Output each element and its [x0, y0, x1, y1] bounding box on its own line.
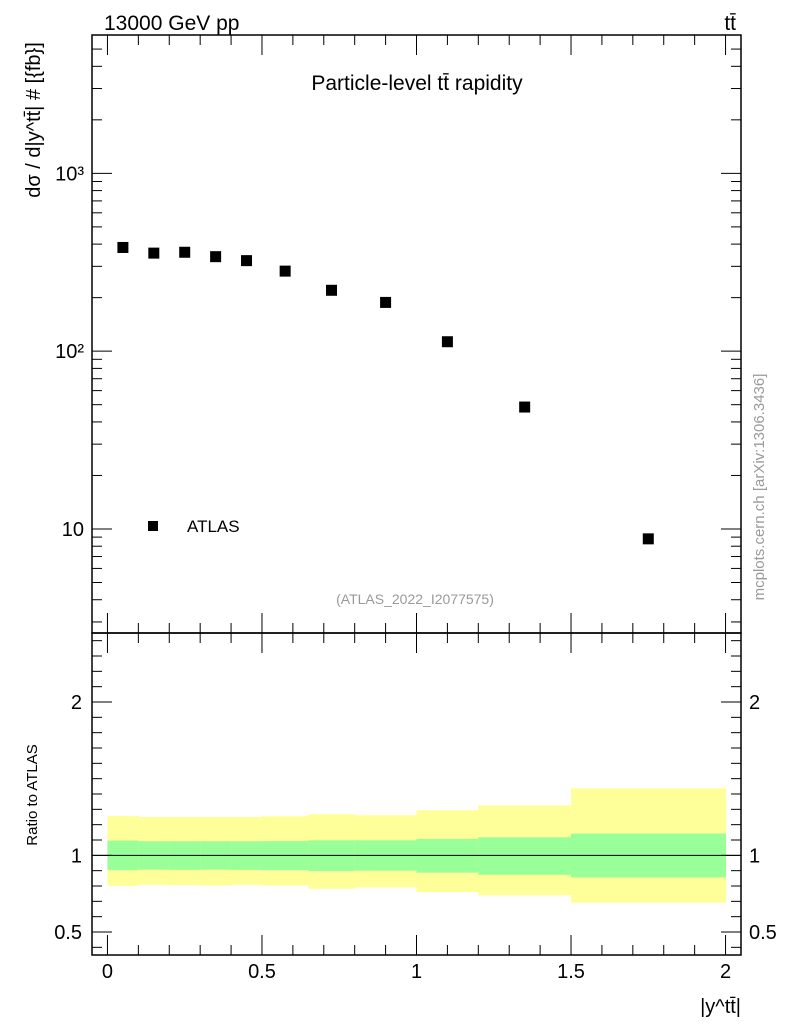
- data-point: [179, 246, 191, 258]
- energy-label: 13000 GeV pp: [104, 12, 239, 35]
- x-axis-label: |y^tt̄|: [700, 996, 741, 1018]
- uncertainty-bands: [107, 788, 727, 903]
- ratio-y-tick-label-right: 0.5: [749, 922, 777, 944]
- main-y-tick-label: 10²: [55, 341, 84, 363]
- data-point: [210, 251, 222, 263]
- ratio-y-tick-label-right: 2: [749, 692, 760, 714]
- analysis-id: (ATLAS_2022_I2077575): [336, 591, 494, 607]
- ratio-y-tick-label-left: 2: [71, 692, 82, 714]
- process-label: tt̄: [724, 12, 736, 35]
- mcplots-credit: mcplots.cern.ch [arXiv:1306.3436]: [751, 374, 768, 601]
- x-tick-label: 0.5: [248, 961, 276, 983]
- data-point: [642, 533, 654, 545]
- main-y-tick-label: 10: [62, 519, 84, 541]
- ratio-ticks: 0.5 0.5 1 1 2 2 0 0.5 1 1.5 2: [54, 633, 777, 983]
- ratio-y-tick-label-right: 1: [749, 845, 760, 867]
- main-y-ticks: 10 10² 10³: [55, 34, 741, 633]
- main-y-tick-label: 10³: [55, 163, 84, 185]
- inner-band-bin: [478, 837, 572, 875]
- ratio-y-axis-label: Ratio to ATLAS: [24, 744, 41, 845]
- ratio-y-tick-label-left: 0.5: [54, 922, 82, 944]
- main-plot-panel: 10 10² 10³ Particle-level tt̄ rapidity (AT…: [23, 34, 742, 634]
- data-point: [279, 265, 291, 277]
- x-tick-label: 0: [102, 961, 113, 983]
- data-point: [326, 284, 338, 296]
- ratio-y-tick-label-left: 1: [71, 845, 82, 867]
- data-point: [148, 247, 160, 259]
- data-point: [519, 401, 531, 413]
- ratio-plot-panel: 0.5 0.5 1 1 2 2 0 0.5 1 1.5 2 Ratio to ATLAS |y^tt…: [24, 632, 777, 1018]
- data-point: [241, 255, 253, 267]
- data-point: [441, 336, 453, 348]
- x-tick-label: 1.5: [557, 961, 585, 983]
- data-points: [117, 241, 654, 545]
- x-tick-label: 1: [411, 961, 422, 983]
- x-tick-label: 2: [720, 961, 731, 983]
- data-point: [380, 296, 392, 308]
- data-point: [117, 241, 129, 253]
- plot-title: Particle-level tt̄ rapidity: [311, 72, 523, 95]
- legend-marker: [148, 521, 158, 531]
- legend-entry: ATLAS: [187, 517, 240, 536]
- y-axis-label: dσ / d|y^tt̄| # [{fb}]: [23, 42, 45, 198]
